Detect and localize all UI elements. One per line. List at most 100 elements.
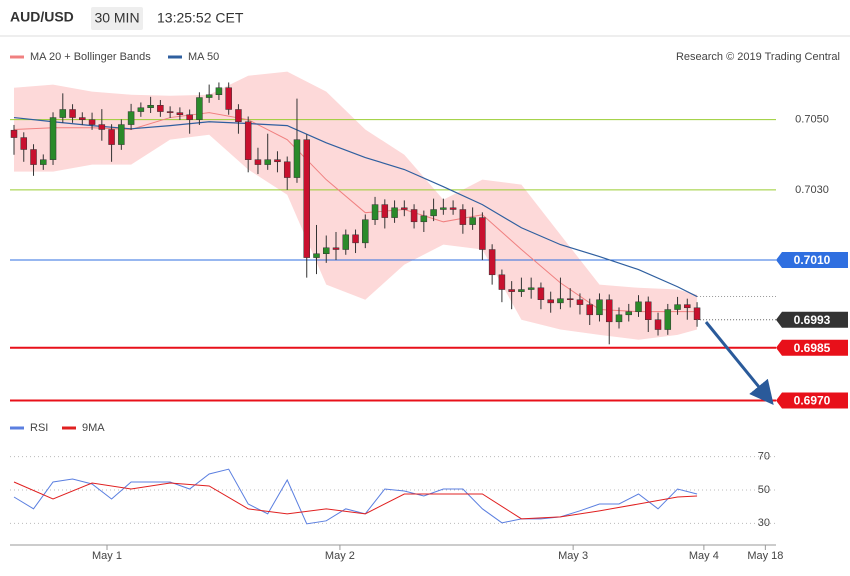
- candle-body: [508, 289, 515, 292]
- candle-body: [49, 117, 57, 160]
- x-tick-label: May 2: [325, 550, 355, 562]
- candle-body: [166, 111, 174, 113]
- candle-body: [537, 287, 545, 300]
- candle-body: [469, 217, 476, 225]
- candle-body: [137, 107, 145, 112]
- y-tick-label: 50: [758, 484, 770, 496]
- candle-body: [332, 247, 340, 250]
- level-tag: [776, 339, 848, 356]
- legend-label: MA 20 + Bollinger Bands: [30, 51, 151, 63]
- interval: 30 MIN: [94, 10, 139, 26]
- candle-body: [479, 217, 486, 250]
- candle-body: [118, 124, 125, 145]
- candle-body: [635, 301, 642, 312]
- candle-body: [440, 207, 447, 210]
- level-tag: [776, 252, 848, 269]
- candle-body: [196, 97, 203, 120]
- rsi-line: [13, 481, 698, 520]
- candle-body: [362, 219, 369, 244]
- candle-body: [410, 209, 418, 223]
- candle-body: [30, 149, 37, 165]
- candle-body: [449, 207, 457, 210]
- candle-body: [430, 209, 437, 217]
- candle-body: [20, 137, 28, 150]
- level-label: 0.7050: [795, 114, 829, 126]
- candle-body: [459, 209, 467, 225]
- candle-body: [176, 112, 184, 116]
- candle-body: [274, 159, 281, 163]
- candle-body: [69, 109, 76, 118]
- candle-body: [235, 109, 242, 123]
- last-price-label: 0.6993: [794, 313, 831, 327]
- level-label: 0.6970: [794, 394, 831, 408]
- candle-body: [205, 94, 213, 98]
- x-tick-label: May 1: [92, 550, 122, 562]
- rsi-line: [13, 468, 698, 525]
- candle-body: [596, 299, 603, 316]
- x-tick-label: May 4: [689, 550, 719, 562]
- candle-body: [654, 319, 662, 330]
- candle-body: [664, 309, 672, 330]
- candle-body: [547, 299, 554, 304]
- candle-body: [323, 247, 330, 254]
- candle-body: [342, 234, 350, 250]
- candle-body: [488, 249, 496, 276]
- last-price-tag: [776, 311, 848, 328]
- x-tick-label: May 18: [747, 550, 783, 562]
- candle-body: [684, 304, 691, 309]
- legend-label: 9MA: [82, 422, 105, 434]
- candle-body: [98, 124, 106, 130]
- candle-body: [605, 299, 613, 323]
- candle-body: [557, 298, 564, 304]
- candle-body: [215, 87, 223, 95]
- candle-body: [59, 109, 67, 118]
- candle-body: [693, 307, 701, 320]
- candle-body: [381, 204, 389, 218]
- legend-label: RSI: [30, 422, 48, 434]
- level-label: 0.7010: [794, 253, 831, 267]
- candle-body: [157, 105, 164, 112]
- candle-body: [674, 304, 681, 310]
- candle-body: [371, 204, 379, 220]
- candle-body: [625, 311, 633, 316]
- candle-body: [108, 129, 115, 145]
- legend-label: MA 50: [188, 51, 219, 63]
- candle-body: [586, 304, 593, 316]
- source: Research © 2019 Trading Central: [676, 51, 840, 63]
- symbol: AUD/USD: [10, 9, 74, 25]
- candle-body: [254, 159, 262, 165]
- bollinger-band: [14, 71, 698, 340]
- candle-body: [10, 129, 18, 138]
- level-label: 0.6985: [794, 341, 831, 355]
- candle-body: [518, 289, 525, 292]
- candle-body: [244, 121, 252, 160]
- candle-body: [401, 207, 408, 210]
- candle-body: [186, 114, 193, 120]
- candle-body: [391, 207, 398, 218]
- candle-body: [527, 287, 535, 290]
- candle-body: [79, 117, 86, 120]
- candle-body: [40, 159, 47, 165]
- candle-body: [225, 87, 232, 110]
- candle-body: [293, 139, 301, 178]
- candle-body: [645, 301, 652, 320]
- candle-body: [147, 105, 154, 108]
- candle-body: [127, 111, 135, 125]
- y-tick-label: 30: [758, 517, 770, 529]
- candle-body: [566, 298, 574, 300]
- level-label: 0.7030: [795, 184, 829, 196]
- candle-body: [352, 234, 359, 244]
- candle-body: [615, 314, 623, 323]
- candle-body: [303, 139, 310, 258]
- interval-box: [91, 7, 143, 30]
- candle-body: [264, 159, 271, 165]
- y-tick-label: 70: [758, 451, 770, 463]
- projection-arrow: [704, 321, 774, 405]
- candle-body: [283, 161, 291, 178]
- candle-body: [420, 215, 428, 223]
- level-tag: [776, 392, 848, 409]
- candle-body: [88, 119, 96, 125]
- candle-body: [498, 274, 506, 290]
- candle-body: [313, 253, 320, 258]
